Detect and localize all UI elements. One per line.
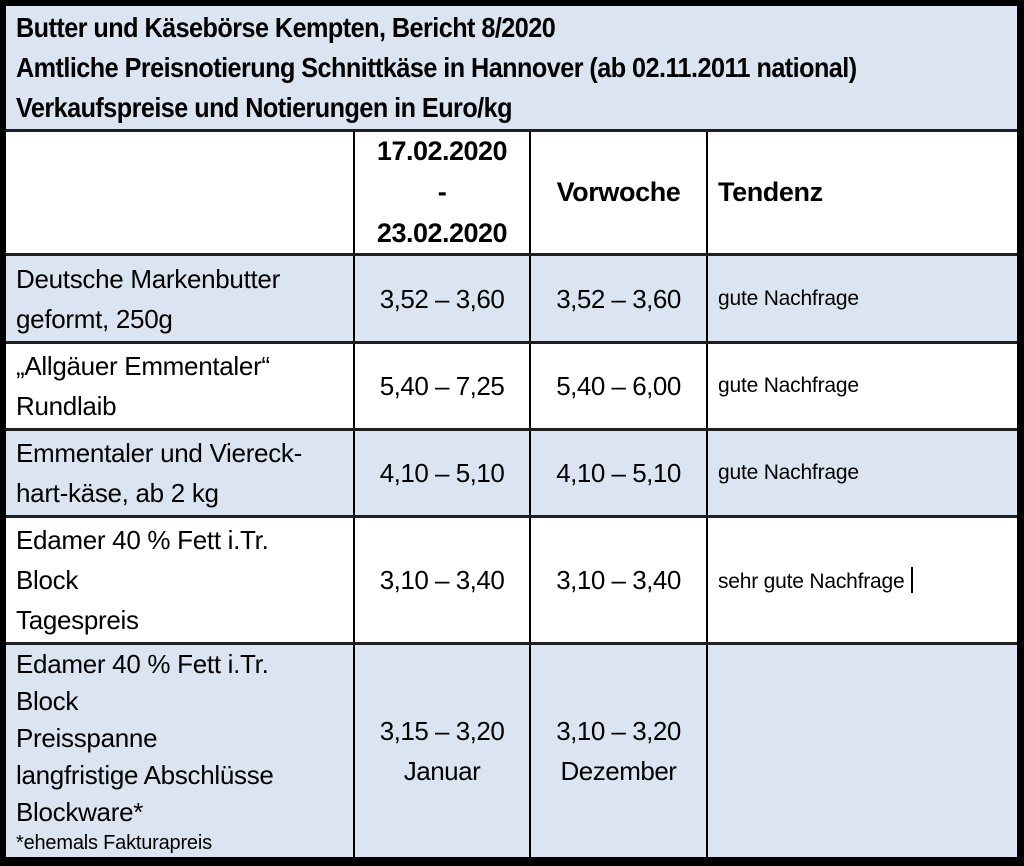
period-price: 3,15 – 3,20 Januar <box>355 645 531 857</box>
table-row: Emmentaler und Viereck- hart-käse, ab 2 … <box>6 431 1017 518</box>
vorwoche-price: 3,10 – 3,20 Dezember <box>531 645 708 857</box>
vorwoche-price: 4,10 – 5,10 <box>531 431 708 515</box>
report-title-line-2: Amtliche Preisnotierung Schnittkäse in H… <box>16 51 857 83</box>
table-header-row: 17.02.2020 - 23.02.2020 Vorwoche Tendenz <box>6 132 1017 256</box>
table-row: „Allgäuer Emmentaler“ Rundlaib 5,40 – 7,… <box>6 344 1017 431</box>
vorwoche-price: 5,40 – 6,00 <box>531 344 708 428</box>
product-name-cell: Edamer 40 % Fett i.Tr. Block Preisspanne… <box>6 645 355 857</box>
col-header-product-empty <box>6 132 355 253</box>
tendenz-text: sehr gute Nachfrage <box>718 569 905 593</box>
table-row: Edamer 40 % Fett i.Tr. Block Preisspanne… <box>6 645 1017 857</box>
vorwoche-price: 3,52 – 3,60 <box>531 256 708 341</box>
product-name: „Allgäuer Emmentaler“ Rundlaib <box>6 344 355 428</box>
period-price: 3,10 – 3,40 <box>355 518 531 642</box>
product-footnote: *ehemals Fakturapreis <box>16 832 212 854</box>
tendenz-text: gute Nachfrage <box>718 461 859 484</box>
report-title-line-1: Butter und Käsebörse Kempten, Bericht 8/… <box>16 11 556 43</box>
table-row: Edamer 40 % Fett i.Tr. Block Tagespreis … <box>6 518 1017 645</box>
tendenz-note: gute Nachfrage <box>708 256 1017 341</box>
col-header-tendenz: Tendenz <box>718 177 823 207</box>
report-title-line-3: Verkaufspreise und Notierungen in Euro/k… <box>16 91 513 123</box>
product-name: Emmentaler und Viereck- hart-käse, ab 2 … <box>6 431 355 515</box>
tendenz-note <box>708 645 1017 857</box>
product-name: Edamer 40 % Fett i.Tr. Block Tagespreis <box>6 518 355 642</box>
tendenz-text: gute Nachfrage <box>718 286 859 310</box>
col-header-vorwoche: Vorwoche <box>531 132 708 253</box>
report-header: Butter und Käsebörse Kempten, Bericht 8/… <box>6 6 1017 132</box>
tendenz-note: gute Nachfrage <box>708 431 1017 515</box>
tendenz-text: gute Nachfrage <box>718 374 859 397</box>
period-price: 3,52 – 3,60 <box>355 256 531 341</box>
text-cursor <box>911 566 914 593</box>
period-price: 4,10 – 5,10 <box>355 431 531 515</box>
product-name: Deutsche Markenbutter geformt, 250g <box>6 256 355 341</box>
period-price: 5,40 – 7,25 <box>355 344 531 428</box>
col-header-period: 17.02.2020 - 23.02.2020 <box>355 132 531 253</box>
vorwoche-price: 3,10 – 3,40 <box>531 518 708 642</box>
product-name: Edamer 40 % Fett i.Tr. Block Preisspanne… <box>16 649 274 827</box>
table-row: Deutsche Markenbutter geformt, 250g 3,52… <box>6 256 1017 344</box>
tendenz-note-active[interactable]: sehr gute Nachfrage <box>708 518 1017 642</box>
tendenz-note: gute Nachfrage <box>708 344 1017 428</box>
